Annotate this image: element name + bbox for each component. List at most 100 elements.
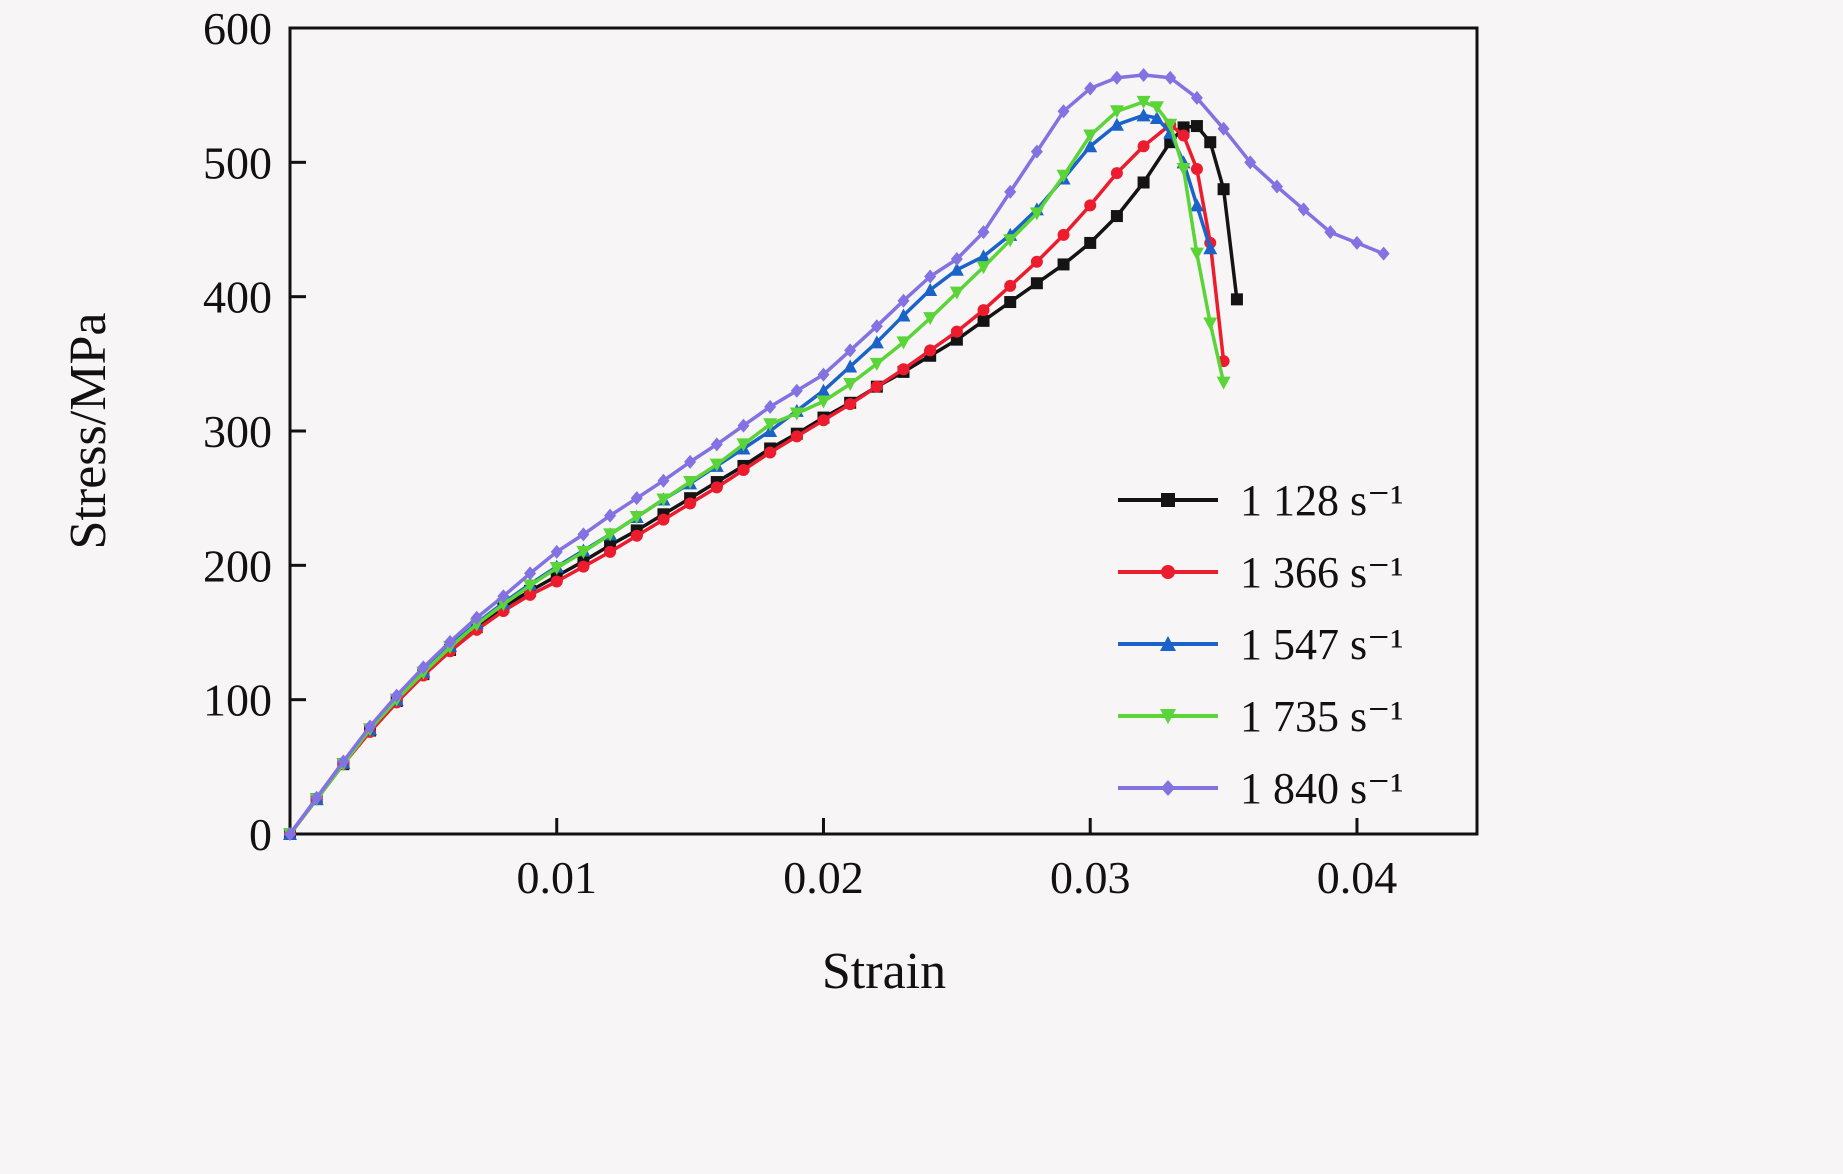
square-marker-icon [1110,210,1123,223]
triangle-down-marker-icon [1203,317,1218,331]
y-tick-label: 0 [249,809,272,860]
triangle-up-marker-icon [1203,241,1218,255]
diamond-marker-icon [950,252,963,267]
circle-marker-icon [1084,199,1097,212]
diamond-marker-icon [1217,121,1230,136]
legend-label: 1 840 s⁻¹ [1240,764,1404,813]
triangle-down-marker-icon [496,598,511,612]
diamond-marker-icon [630,491,643,506]
diamond-marker-icon [924,269,937,284]
triangle-down-marker-icon [1056,169,1071,183]
square-marker-icon [1161,493,1175,507]
triangle-down-marker-icon [683,476,698,490]
diamond-marker-icon [1297,202,1310,217]
series-line [288,122,1226,836]
diamond-marker-icon [337,754,350,769]
triangle-up-marker-icon [949,262,964,276]
x-axis-title: Strain [822,943,946,1000]
diamond-marker-icon [550,544,563,559]
square-marker-icon [1057,258,1070,271]
diamond-marker-icon [524,566,537,581]
triangle-down-marker-icon [1029,207,1044,221]
diamond-marker-icon [764,399,777,414]
square-marker-icon [1084,236,1097,249]
diamond-marker-icon [1137,68,1150,83]
triangle-down-marker-icon [1003,234,1018,248]
triangle-down-marker-icon [869,357,884,371]
triangle-down-marker-icon [976,261,991,275]
triangle-down-marker-icon [1136,95,1151,109]
square-marker-icon [1217,183,1230,196]
diamond-marker-icon [1110,70,1123,85]
diamond-marker-icon [310,790,323,805]
triangle-up-marker-icon [843,359,858,373]
legend-item: 1 547 s⁻¹ [1118,620,1404,669]
x-tick-label: 0.01 [516,852,597,903]
circle-marker-icon [1161,565,1175,579]
triangle-up-marker-icon [896,308,911,322]
legend-label: 1 735 s⁻¹ [1240,692,1404,741]
diamond-marker-icon [390,688,403,703]
triangle-up-marker-icon [1083,139,1098,153]
diamond-marker-icon [870,319,883,334]
square-marker-icon [1190,120,1203,133]
circle-marker-icon [630,529,643,542]
triangle-up-marker-icon [1160,636,1176,651]
triangle-down-marker-icon [576,545,591,559]
triangle-up-marker-icon [1109,117,1124,131]
circle-marker-icon [550,575,563,588]
diamond-marker-icon [470,610,483,625]
triangle-up-marker-icon [1189,198,1204,212]
diamond-marker-icon [1057,104,1070,119]
legend-item: 1 366 s⁻¹ [1118,548,1404,597]
triangle-down-marker-icon [709,458,724,472]
series-1 [284,120,1243,840]
diamond-marker-icon [417,660,430,675]
triangle-down-marker-icon [843,377,858,391]
circle-marker-icon [1110,167,1123,180]
legend-item: 1 840 s⁻¹ [1118,764,1404,813]
triangle-down-marker-icon [1083,129,1098,143]
diamond-marker-icon [790,383,803,398]
square-marker-icon [1204,136,1217,149]
diamond-marker-icon [444,634,457,649]
diamond-marker-icon [844,343,857,358]
triangle-down-marker-icon [549,562,564,576]
triangle-down-marker-icon [1163,118,1178,132]
triangle-down-marker-icon [1109,105,1124,119]
y-tick-label: 400 [203,272,272,323]
diamond-marker-icon [1350,235,1363,250]
diamond-marker-icon [1164,70,1177,85]
legend-label: 1 366 s⁻¹ [1240,548,1404,597]
triangle-down-marker-icon [763,418,778,432]
diamond-marker-icon [684,454,697,469]
circle-marker-icon [950,325,963,338]
triangle-up-marker-icon [1136,108,1151,122]
circle-marker-icon [924,344,937,357]
diamond-marker-icon [1244,155,1257,170]
triangle-down-marker-icon [1149,101,1164,115]
triangle-down-marker-icon [816,395,831,409]
diamond-marker-icon [1270,179,1283,194]
plot-area: 0.01 0.02 0.03 0.04 0 100 200 300 400 500 600 1 128… [203,3,1479,903]
legend: 1 128 s⁻¹ 1 366 s⁻¹ 1 547 s⁻¹ 1 735 s⁻¹ 1 84… [1118,476,1404,813]
circle-marker-icon [1030,255,1043,268]
y-tick-label: 300 [203,406,272,457]
diamond-marker-icon [1377,246,1390,261]
circle-marker-icon [577,560,590,573]
triangle-up-marker-icon [816,383,831,397]
y-tick-label: 500 [203,137,272,188]
triangle-down-marker-icon [789,407,804,421]
square-marker-icon [1230,293,1243,306]
circle-marker-icon [657,513,670,526]
circle-marker-icon [1057,228,1070,241]
legend-item: 1 735 s⁻¹ [1118,692,1404,741]
circle-marker-icon [737,463,750,476]
diamond-marker-icon [1030,144,1043,159]
square-marker-icon [1004,296,1017,309]
y-tick-label: 600 [203,3,272,54]
circle-marker-icon [897,363,910,376]
circle-marker-icon [790,430,803,443]
circle-marker-icon [1137,140,1150,153]
